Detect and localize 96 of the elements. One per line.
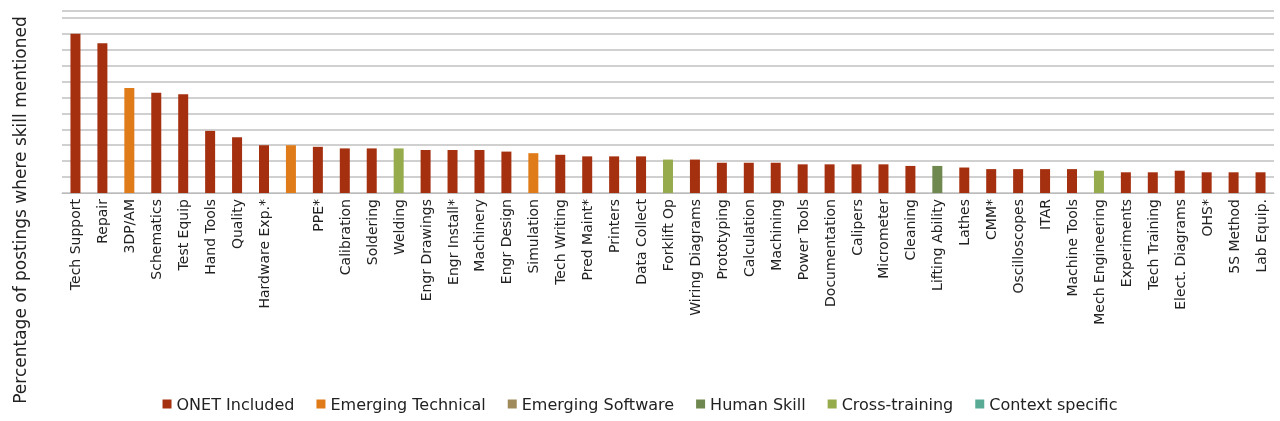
x-tick-label: Engr Drawings (417, 199, 434, 302)
bar (770, 162, 781, 193)
bar (797, 164, 808, 193)
bar (124, 87, 135, 193)
bar (97, 43, 108, 193)
x-tick-label: Mech Engineering (1090, 199, 1107, 325)
bar (905, 165, 916, 193)
bar (986, 169, 997, 193)
x-tick-label: Lifting Ability (929, 199, 946, 291)
bar (339, 148, 350, 193)
x-tick-label: Data Collect (633, 198, 650, 285)
x-tick-label: Engr Design (498, 199, 515, 285)
x-tick-label: Simulation (525, 199, 542, 274)
bar (447, 150, 458, 193)
bar (1093, 170, 1104, 193)
bar (1067, 169, 1077, 193)
x-tick-label: Cleaning (902, 199, 919, 261)
legend-label: Cross-training (841, 394, 954, 414)
bar (285, 145, 296, 193)
x-tick-label: Experiments (1117, 199, 1134, 288)
x-tick-label: Machinery (471, 199, 488, 272)
x-tick-label: Documentation (821, 199, 838, 307)
bar (393, 148, 404, 193)
y-axis-title: Percentage of postings where skill mentioned (10, 16, 30, 404)
x-tick-label: Lathes (956, 199, 973, 246)
bar (932, 165, 943, 193)
x-tick-label: Engr Install* (444, 199, 461, 285)
x-tick-label: Lab Equip. (1252, 199, 1269, 273)
bar (1255, 172, 1266, 193)
x-tick-label: Micrometer (875, 198, 892, 279)
x-tick-label: Calibration (336, 199, 353, 276)
x-tick-label: Welding (390, 199, 407, 256)
bar (474, 150, 485, 193)
legend-label: Emerging Technical (330, 394, 486, 414)
x-tick-label: PPE* (309, 199, 326, 232)
x-tick-label: 5S Method (1225, 199, 1242, 274)
x-tick-label: 3DP/AM (121, 199, 138, 254)
bar (851, 164, 862, 193)
bar (366, 148, 377, 193)
x-tick-label: CMM* (983, 199, 1000, 240)
legend-label: Context specific (989, 394, 1118, 414)
bar (636, 156, 647, 193)
legend-label: Human Skill (710, 394, 806, 414)
bar (1228, 172, 1239, 193)
bar (555, 154, 566, 193)
bar (178, 94, 189, 193)
x-tick-label: Hand Tools (202, 199, 219, 275)
x-tick-label: Test Equip (175, 198, 192, 272)
x-tick-label: Oscilloscopes (1010, 199, 1027, 294)
bar (205, 130, 216, 193)
bar (312, 146, 323, 193)
x-tick-label: Quality (229, 199, 246, 250)
x-tick-label: Elect. Diagrams (1171, 199, 1188, 310)
x-tick-label: Calipers (848, 199, 865, 256)
x-tick-label: Hardware Exp.* (256, 199, 272, 309)
bar (824, 164, 835, 193)
x-tick-label: Schematics (148, 199, 165, 280)
x-tick-label: Prototyping (713, 199, 730, 280)
bar (1013, 169, 1024, 193)
x-tick-label: Tech Training (1144, 199, 1161, 292)
x-tick-label: Repair (94, 198, 111, 244)
bar (501, 151, 512, 193)
x-tick-label: Calculation (740, 199, 757, 278)
bar (582, 156, 593, 193)
bar (70, 33, 81, 193)
x-tick-label: Machine Tools (1064, 199, 1080, 297)
x-tick-label: Wiring Diagrams (686, 199, 703, 316)
bar (1174, 170, 1185, 193)
x-tick-label: Tech Support (67, 198, 84, 292)
x-tick-label: Soldering (363, 199, 380, 266)
bar (259, 145, 269, 193)
bar (663, 159, 673, 193)
bar (1201, 172, 1212, 193)
x-tick-label: Machining (767, 199, 784, 271)
x-tick-label: Power Tools (794, 199, 811, 281)
bar (689, 159, 700, 193)
x-tick-label: Printers (606, 199, 623, 253)
bar (151, 92, 162, 193)
bar (420, 150, 431, 193)
bar (959, 167, 970, 193)
x-tick-label: Pred Maint* (579, 199, 596, 281)
bar (1147, 172, 1158, 193)
bar (716, 162, 727, 193)
bar (878, 164, 889, 193)
bar (1120, 172, 1131, 193)
bar (609, 156, 620, 193)
bar (528, 153, 539, 193)
legend-label: Emerging Software (521, 394, 675, 414)
legend-label: ONET Included (176, 394, 295, 414)
bar (743, 162, 754, 193)
x-tick-label: Forklift Op (660, 198, 676, 272)
bar (232, 137, 243, 193)
x-tick-label: Tech Writing (552, 199, 569, 286)
x-tick-label: ITAR (1037, 198, 1054, 230)
bar (1040, 169, 1051, 193)
x-tick-label: OHS* (1198, 199, 1215, 237)
